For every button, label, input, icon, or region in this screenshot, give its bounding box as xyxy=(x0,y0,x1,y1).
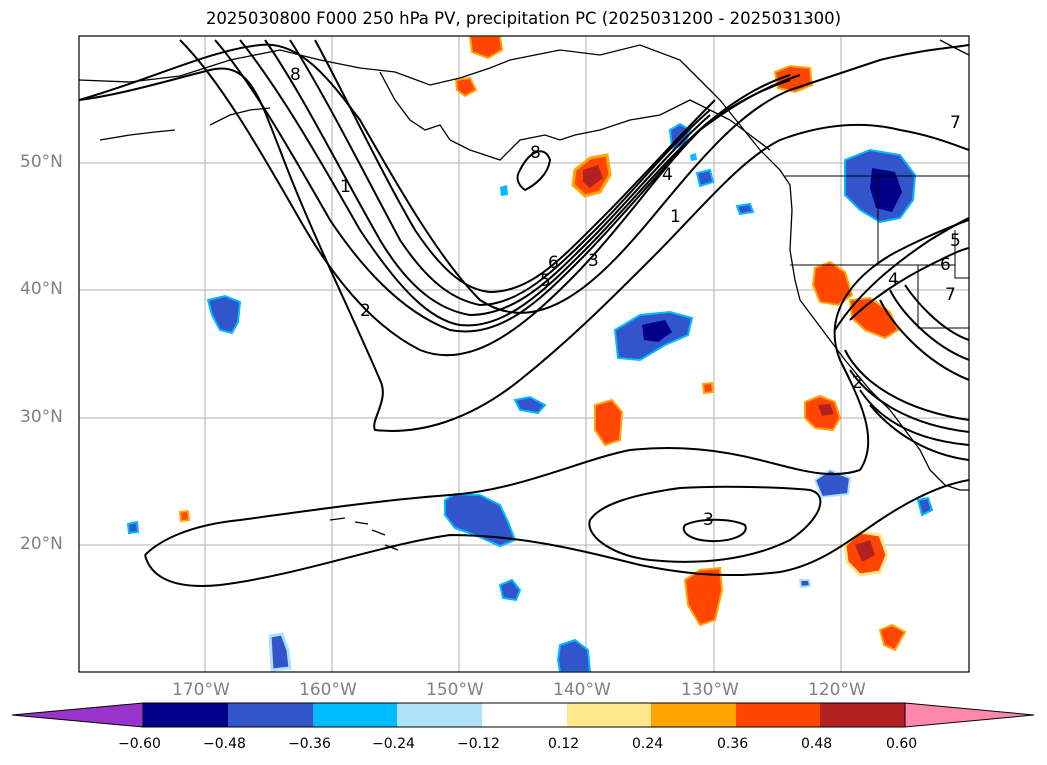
contour-label-group: 8 8 7 6 5 4 3 3 2 1 1 2 4 6 7 5 xyxy=(290,65,961,530)
pv-contours xyxy=(79,39,969,587)
lon-label: 150°W xyxy=(426,680,484,700)
lon-label: 130°W xyxy=(681,680,739,700)
contour-label: 5 xyxy=(540,271,551,291)
colorbar-segment xyxy=(397,703,482,727)
contour-label: 8 xyxy=(530,143,541,163)
colorbar-tick: −0.12 xyxy=(457,736,500,752)
colorbar-segment xyxy=(567,703,651,727)
contour-label: 7 xyxy=(945,285,956,305)
colorbar-segment xyxy=(313,703,397,727)
map-frame xyxy=(78,35,970,673)
contour-label: 6 xyxy=(548,253,559,273)
colorbar-extend-min xyxy=(11,702,144,728)
colorbar-tick: −0.60 xyxy=(118,736,161,752)
lat-label: 30°N xyxy=(20,407,63,427)
colorbar-tick: 0.24 xyxy=(632,736,664,752)
colorbar-tick: 0.36 xyxy=(717,736,749,752)
borders xyxy=(785,175,969,329)
contour-label: 3 xyxy=(588,251,599,271)
contour-label: 3 xyxy=(703,510,714,530)
colorbar-extend-max xyxy=(904,702,1035,728)
contour-label: 5 xyxy=(950,231,961,251)
map-panel xyxy=(79,36,969,672)
contour-label: 2 xyxy=(360,301,371,321)
lat-label: 20°N xyxy=(20,534,63,554)
colorbar-segment xyxy=(482,703,567,727)
contour-label: 6 xyxy=(940,255,951,275)
lon-label: 120°W xyxy=(808,680,866,700)
colorbar-tick: −0.48 xyxy=(203,736,246,752)
colorbar-segment xyxy=(228,703,313,727)
colorbar-segment xyxy=(736,703,820,727)
contour-label: 1 xyxy=(340,177,351,197)
contour-label: 4 xyxy=(662,165,673,185)
contour-label: 1 xyxy=(670,207,681,227)
lat-label: 50°N xyxy=(20,152,63,172)
colorbar-tick: −0.36 xyxy=(288,736,331,752)
colorbar-frame xyxy=(142,702,906,728)
contour-label: 7 xyxy=(950,113,961,133)
colorbar-segment xyxy=(143,703,228,727)
colorbar-tick: −0.24 xyxy=(372,736,415,752)
lon-label: 170°W xyxy=(172,680,230,700)
graticule xyxy=(79,36,969,672)
contour-label: 8 xyxy=(290,65,301,85)
colorbar-tick: 0.48 xyxy=(801,736,833,752)
colorbar xyxy=(11,702,1035,728)
contour-label: 4 xyxy=(888,270,899,290)
lat-label: 40°N xyxy=(20,279,63,299)
colorbar-segment xyxy=(820,703,905,727)
colorbar-tick: 0.12 xyxy=(548,736,580,752)
lon-label: 140°W xyxy=(553,680,611,700)
colorbar-tick: 0.60 xyxy=(886,736,918,752)
contour-label: 2 xyxy=(852,373,863,393)
colorbar-segment xyxy=(651,703,736,727)
plot-title: 2025030800 F000 250 hPa PV, precipitatio… xyxy=(205,9,842,28)
lon-label: 160°W xyxy=(299,680,357,700)
